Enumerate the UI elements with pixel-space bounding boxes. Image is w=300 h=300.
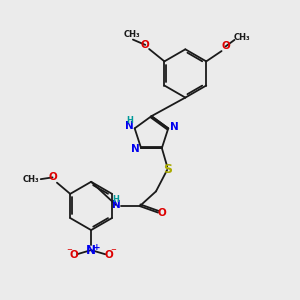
Text: O: O bbox=[48, 172, 57, 182]
Text: N: N bbox=[170, 122, 179, 132]
Text: CH₃: CH₃ bbox=[234, 33, 250, 42]
Text: N: N bbox=[125, 121, 134, 131]
Text: O: O bbox=[158, 208, 167, 218]
Text: O: O bbox=[104, 250, 113, 260]
Text: N: N bbox=[86, 244, 96, 256]
Text: CH₃: CH₃ bbox=[123, 30, 140, 39]
Text: ⁻: ⁻ bbox=[66, 248, 72, 257]
Text: CH₃: CH₃ bbox=[23, 175, 39, 184]
Text: +: + bbox=[93, 243, 101, 252]
Text: O: O bbox=[69, 250, 78, 260]
Text: O: O bbox=[141, 40, 150, 50]
Text: H: H bbox=[126, 116, 133, 125]
Text: N: N bbox=[112, 200, 120, 210]
Text: ⁻: ⁻ bbox=[110, 248, 116, 257]
Text: H: H bbox=[112, 195, 119, 204]
Text: S: S bbox=[163, 164, 172, 176]
Text: N: N bbox=[131, 144, 140, 154]
Text: O: O bbox=[221, 41, 230, 51]
